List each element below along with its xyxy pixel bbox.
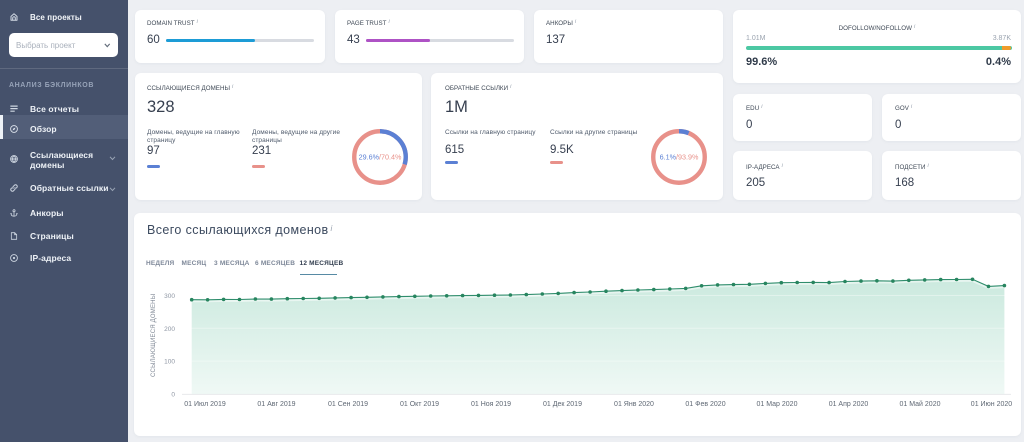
svg-text:01 Дек 2019: 01 Дек 2019 bbox=[543, 401, 582, 408]
svg-text:01 Май 2020: 01 Май 2020 bbox=[900, 400, 941, 408]
svg-text:01 Окт 2019: 01 Окт 2019 bbox=[400, 401, 439, 408]
svg-text:01 Фев 2020: 01 Фев 2020 bbox=[685, 401, 725, 408]
svg-text:29.6%/70.4%: 29.6%/70.4% bbox=[359, 153, 402, 162]
svg-text:01 Апр 2020: 01 Апр 2020 bbox=[829, 401, 869, 408]
svg-text:200: 200 bbox=[164, 326, 175, 333]
svg-text:01 Июн 2020: 01 Июн 2020 bbox=[971, 401, 1013, 408]
svg-text:01 Ноя 2019: 01 Ноя 2019 bbox=[471, 401, 511, 408]
svg-text:01 Сен 2019: 01 Сен 2019 bbox=[328, 401, 368, 408]
svg-text:0: 0 bbox=[171, 391, 175, 398]
svg-text:300: 300 bbox=[164, 293, 175, 300]
svg-text:01 Янв 2020: 01 Янв 2020 bbox=[614, 401, 654, 408]
svg-text:01 Июл 2019: 01 Июл 2019 bbox=[184, 401, 226, 408]
svg-text:100: 100 bbox=[164, 359, 175, 366]
svg-text:6.1%/93.9%: 6.1%/93.9% bbox=[660, 153, 699, 162]
svg-text:01 Авг 2019: 01 Авг 2019 bbox=[257, 401, 295, 408]
svg-text:01 Мар 2020: 01 Мар 2020 bbox=[757, 401, 798, 408]
